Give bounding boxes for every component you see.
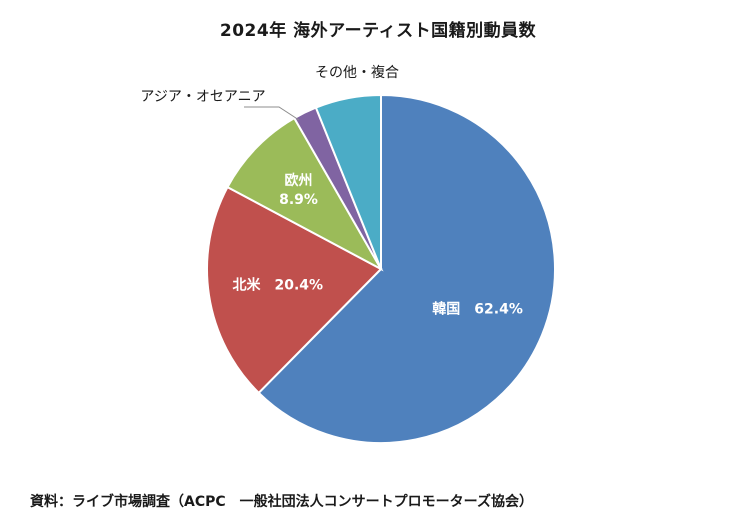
pie-slice-other-mixed bbox=[314, 93, 382, 270]
slice-label-other-mixed: その他・複合 bbox=[315, 64, 399, 81]
pie-slices bbox=[206, 93, 556, 444]
slice-label-korea: 韓国 62.4% bbox=[432, 301, 523, 318]
pie-slice-north-america bbox=[206, 185, 383, 395]
slice-label-europe: 欧州 8.9% bbox=[279, 172, 318, 208]
chart-title: 2024年 海外アーティスト国籍別動員数 bbox=[219, 21, 537, 41]
leader-lines bbox=[244, 106, 300, 121]
leader-line-asia-oceania bbox=[244, 106, 300, 121]
pie-slice-korea bbox=[257, 93, 556, 444]
slice-label-asia-oceania: アジア・オセアニア bbox=[140, 89, 265, 105]
slice-label-north-america: 北米 20.4% bbox=[232, 277, 323, 294]
source-note: 資料：ライブ市場調査（ACPC 一般社団法人コンサートプロモーターズ協会） bbox=[30, 494, 533, 510]
slice-labels: 韓国 62.4% 北米 20.4% 欧州 8.9% アジア・オセアニア その他・複合 bbox=[140, 64, 522, 318]
pie-slice-europe bbox=[226, 116, 384, 272]
